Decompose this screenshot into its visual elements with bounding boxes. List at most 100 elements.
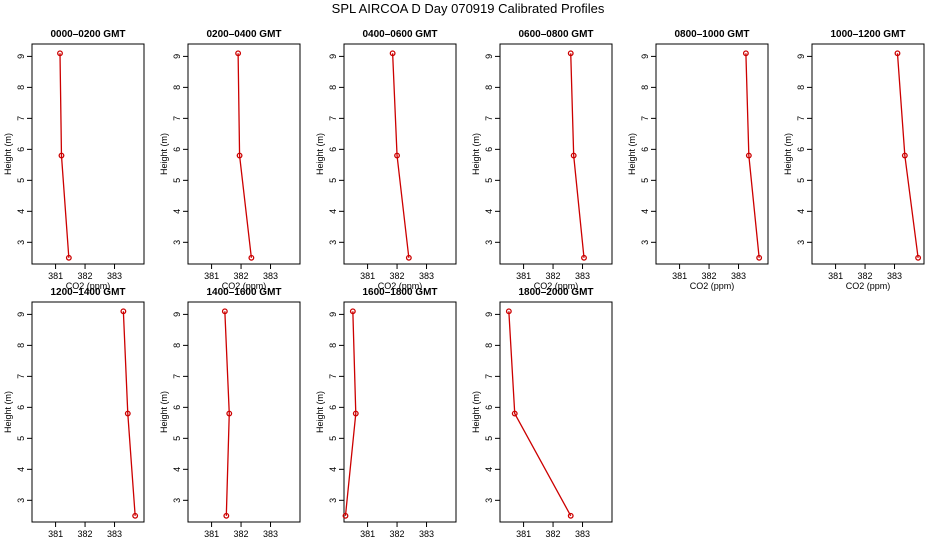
x-tick-label: 382	[78, 529, 93, 539]
panel-title: 0800–1000 GMT	[674, 29, 749, 40]
panel-title: 0600–0800 GMT	[518, 29, 593, 40]
panel-title: 1400–1600 GMT	[206, 287, 281, 298]
y-tick-label: 7	[172, 374, 182, 379]
y-tick-label: 9	[16, 54, 26, 59]
x-tick-label: 383	[419, 529, 434, 539]
y-tick-label: 5	[328, 436, 338, 441]
x-axis-title: CO2 (ppm)	[690, 281, 735, 291]
y-tick-label: 8	[172, 343, 182, 348]
y-tick-label: 9	[640, 54, 650, 59]
y-tick-label: 7	[16, 374, 26, 379]
x-axis-title: CO2 (ppm)	[534, 281, 579, 291]
y-tick-label: 7	[328, 374, 338, 379]
series-line	[224, 311, 230, 516]
y-tick-label: 3	[172, 498, 182, 503]
y-tick-label: 9	[796, 54, 806, 59]
y-axis-title: Height (m)	[471, 391, 481, 433]
series-line	[122, 311, 136, 516]
y-axis-title: Height (m)	[3, 133, 13, 175]
x-tick-label: 383	[107, 271, 122, 281]
data-point	[342, 512, 349, 519]
plot-frame	[343, 301, 457, 523]
x-tick-label: 381	[48, 529, 63, 539]
y-tick-label: 7	[796, 116, 806, 121]
y-axis-title: Height (m)	[159, 391, 169, 433]
y-tick-label: 4	[484, 467, 494, 472]
y-tick-label: 8	[484, 343, 494, 348]
y-tick-label: 4	[172, 467, 182, 472]
y-tick-label: 4	[796, 209, 806, 214]
data-point	[236, 152, 243, 159]
y-tick-label: 4	[16, 209, 26, 214]
series-line	[508, 311, 572, 517]
data-point	[901, 152, 908, 159]
data-point	[745, 152, 752, 159]
y-tick-label: 3	[16, 240, 26, 245]
x-tick-label: 382	[390, 529, 405, 539]
data-point	[567, 50, 574, 57]
y-tick-label: 7	[484, 116, 494, 121]
x-tick-label: 382	[234, 271, 249, 281]
y-tick-label: 7	[16, 116, 26, 121]
y-tick-label: 3	[172, 240, 182, 245]
x-tick-label: 383	[263, 271, 278, 281]
y-tick-label: 9	[328, 312, 338, 317]
y-tick-label: 6	[484, 405, 494, 410]
y-tick-label: 8	[328, 85, 338, 90]
series-line	[570, 53, 585, 258]
plot-frame	[187, 43, 301, 265]
y-tick-label: 8	[16, 343, 26, 348]
y-tick-label: 5	[172, 178, 182, 183]
data-point	[58, 152, 65, 159]
y-tick-label: 6	[484, 147, 494, 152]
x-tick-label: 382	[858, 271, 873, 281]
y-tick-label: 8	[640, 85, 650, 90]
y-axis-title: Height (m)	[315, 133, 325, 175]
y-axis-title: Height (m)	[627, 133, 637, 175]
data-point	[915, 254, 922, 261]
x-tick-label: 381	[204, 271, 219, 281]
plot-frame	[31, 43, 145, 265]
y-tick-label: 3	[796, 240, 806, 245]
x-tick-label: 382	[234, 529, 249, 539]
x-tick-label: 381	[360, 271, 375, 281]
y-tick-label: 5	[172, 436, 182, 441]
x-tick-label: 381	[360, 529, 375, 539]
y-tick-label: 8	[172, 85, 182, 90]
y-tick-label: 9	[328, 54, 338, 59]
series-line	[391, 53, 410, 258]
y-tick-label: 5	[16, 436, 26, 441]
panel-title: 0000–0200 GMT	[50, 29, 125, 40]
data-point	[756, 254, 763, 261]
series-line	[896, 53, 919, 258]
data-point	[394, 152, 401, 159]
data-point	[742, 50, 749, 57]
y-tick-label: 4	[484, 209, 494, 214]
data-point	[223, 512, 230, 519]
series-line	[59, 53, 70, 258]
x-tick-label: 381	[516, 529, 531, 539]
y-tick-label: 7	[640, 116, 650, 121]
y-tick-label: 6	[640, 147, 650, 152]
data-point	[226, 410, 233, 417]
y-tick-label: 5	[16, 178, 26, 183]
plot-frame	[811, 43, 925, 265]
y-tick-label: 8	[484, 85, 494, 90]
y-tick-label: 6	[328, 405, 338, 410]
y-tick-label: 5	[640, 178, 650, 183]
panel-title: 1800–2000 GMT	[518, 287, 593, 298]
y-tick-label: 7	[172, 116, 182, 121]
x-tick-label: 381	[672, 271, 687, 281]
x-axis-title: CO2 (ppm)	[66, 281, 111, 291]
plot-frame	[655, 43, 769, 265]
x-tick-label: 381	[48, 271, 63, 281]
data-point	[570, 152, 577, 159]
y-tick-label: 9	[484, 312, 494, 317]
y-tick-label: 6	[172, 405, 182, 410]
y-tick-label: 9	[172, 54, 182, 59]
